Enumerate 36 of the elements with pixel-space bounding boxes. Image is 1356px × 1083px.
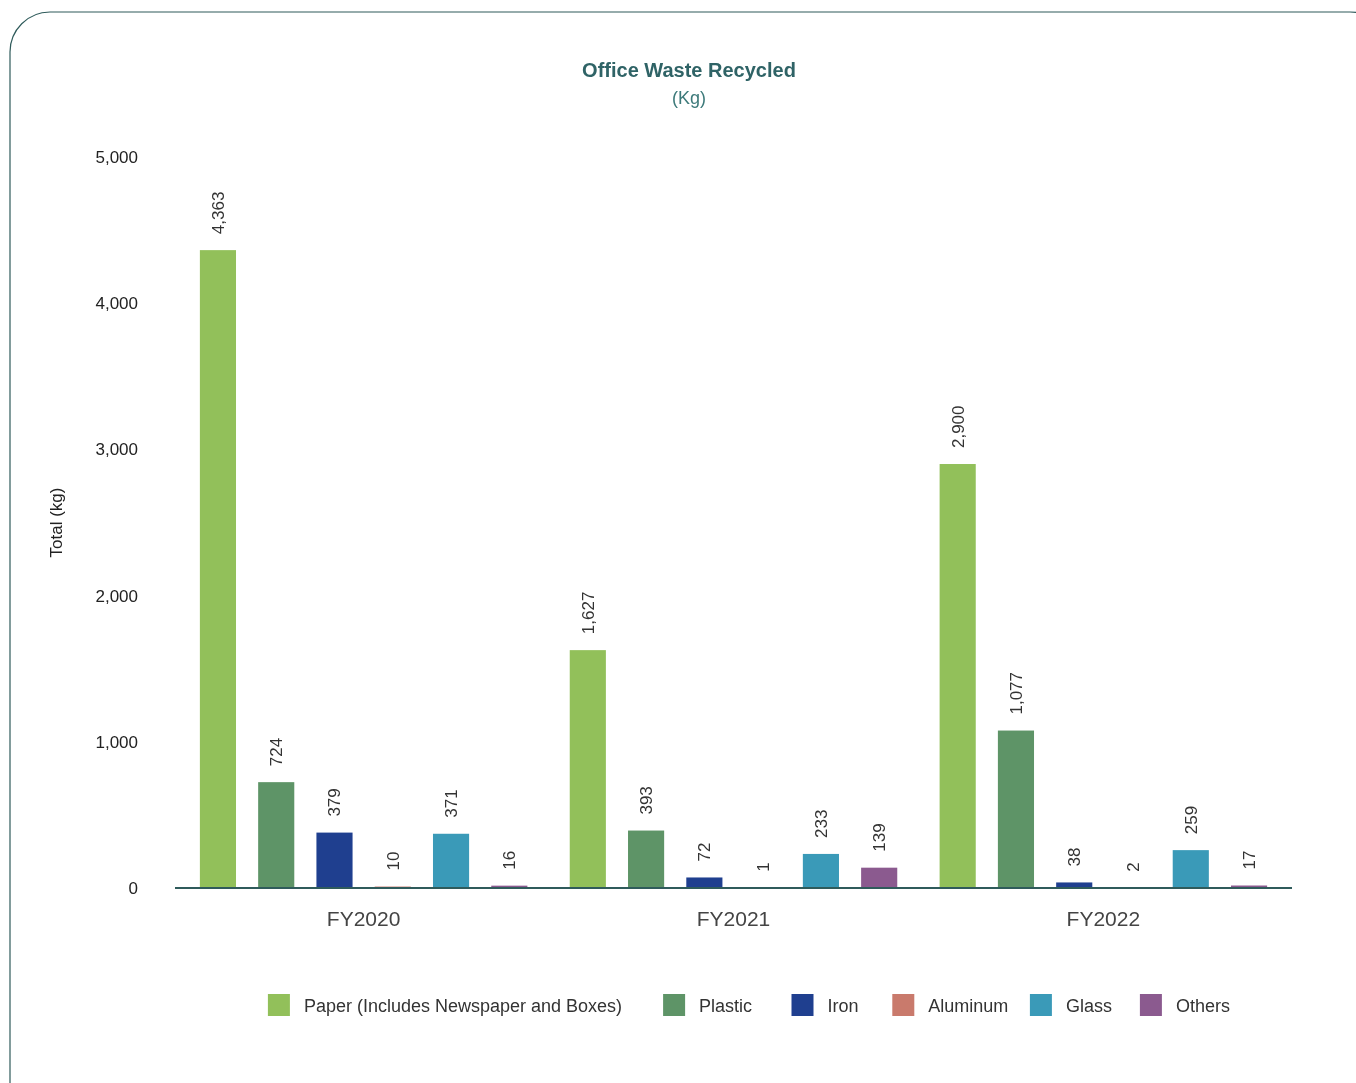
data-label: 1,077 bbox=[1006, 672, 1026, 715]
data-label: 1,627 bbox=[578, 591, 598, 635]
data-label: 379 bbox=[325, 788, 345, 817]
y-tick-label: 2,000 bbox=[95, 586, 138, 606]
legend-label: Others bbox=[1175, 996, 1230, 1016]
y-tick-label: 3,000 bbox=[95, 440, 138, 460]
x-tick-label: FY2020 bbox=[326, 907, 401, 930]
legend-label: Paper (Includes Newspaper and Boxes) bbox=[303, 996, 623, 1016]
y-tick-label: 5,000 bbox=[95, 148, 138, 167]
legend-label: Glass bbox=[1065, 996, 1112, 1016]
data-label: 16 bbox=[500, 850, 520, 870]
y-tick-label: 0 bbox=[128, 879, 138, 898]
data-label: 38 bbox=[1065, 847, 1085, 867]
x-tick-label: FY2022 bbox=[1066, 907, 1141, 930]
data-label: 2 bbox=[1123, 862, 1143, 872]
chart-subtitle: (Kg) bbox=[671, 88, 707, 108]
y-tick-label: 1,000 bbox=[95, 732, 138, 752]
y-tick-label: 4,000 bbox=[95, 294, 138, 314]
data-label: 2,900 bbox=[948, 405, 968, 449]
data-label: 17 bbox=[1240, 850, 1260, 870]
data-label: 72 bbox=[695, 842, 715, 862]
data-label: 371 bbox=[442, 789, 462, 818]
legend-label: Aluminum bbox=[928, 996, 1009, 1016]
data-label: 139 bbox=[870, 823, 890, 852]
y-axis-title: Total (kg) bbox=[47, 487, 66, 558]
chart-title: Office Waste Recycled bbox=[582, 59, 796, 81]
data-label: 233 bbox=[811, 809, 831, 838]
x-tick-label: FY2021 bbox=[696, 907, 771, 930]
data-label: 724 bbox=[267, 737, 287, 767]
data-label: 259 bbox=[1181, 805, 1201, 835]
data-label: 393 bbox=[637, 786, 657, 815]
legend-label: Iron bbox=[827, 996, 859, 1016]
data-label: 10 bbox=[383, 851, 403, 871]
data-label: 1 bbox=[753, 862, 773, 872]
data-label: 4,363 bbox=[208, 191, 228, 235]
legend-label: Plastic bbox=[699, 996, 753, 1016]
